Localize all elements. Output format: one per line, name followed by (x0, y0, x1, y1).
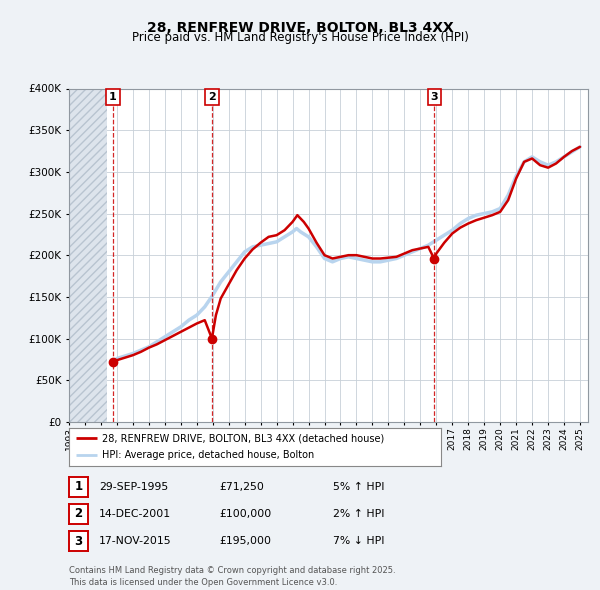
Text: 5% ↑ HPI: 5% ↑ HPI (333, 482, 385, 491)
Text: 1: 1 (74, 480, 83, 493)
Text: Contains HM Land Registry data © Crown copyright and database right 2025.
This d: Contains HM Land Registry data © Crown c… (69, 566, 395, 587)
Text: £100,000: £100,000 (219, 509, 271, 519)
Text: 28, RENFREW DRIVE, BOLTON, BL3 4XX (detached house): 28, RENFREW DRIVE, BOLTON, BL3 4XX (deta… (103, 434, 385, 444)
Text: 3: 3 (74, 535, 83, 548)
Text: 2: 2 (74, 507, 83, 520)
Bar (69, 88, 107, 422)
Text: 1: 1 (109, 92, 117, 102)
Text: 2% ↑ HPI: 2% ↑ HPI (333, 509, 385, 519)
Text: 7% ↓ HPI: 7% ↓ HPI (333, 536, 385, 546)
Text: 29-SEP-1995: 29-SEP-1995 (99, 482, 168, 491)
Text: 14-DEC-2001: 14-DEC-2001 (99, 509, 171, 519)
Text: HPI: Average price, detached house, Bolton: HPI: Average price, detached house, Bolt… (103, 450, 315, 460)
Text: Price paid vs. HM Land Registry's House Price Index (HPI): Price paid vs. HM Land Registry's House … (131, 31, 469, 44)
Text: £71,250: £71,250 (219, 482, 264, 491)
Text: 2: 2 (208, 92, 216, 102)
Text: 17-NOV-2015: 17-NOV-2015 (99, 536, 172, 546)
Text: 28, RENFREW DRIVE, BOLTON, BL3 4XX: 28, RENFREW DRIVE, BOLTON, BL3 4XX (146, 21, 454, 35)
Text: £195,000: £195,000 (219, 536, 271, 546)
Text: 3: 3 (431, 92, 438, 102)
